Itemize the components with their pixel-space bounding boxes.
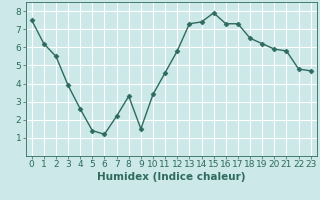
X-axis label: Humidex (Indice chaleur): Humidex (Indice chaleur) bbox=[97, 172, 245, 182]
